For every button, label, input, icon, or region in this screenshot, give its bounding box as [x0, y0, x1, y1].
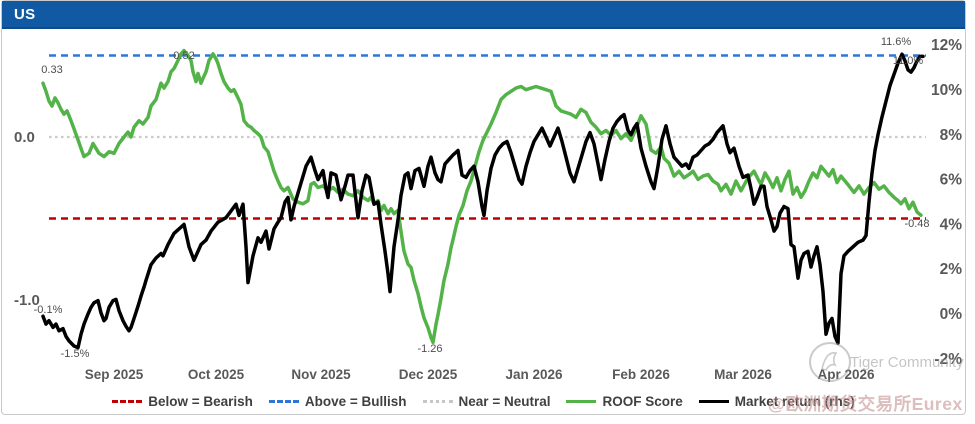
right-axis-tick-label: 2%	[940, 261, 963, 278]
eurex-watermark: @欧洲期货交易所Eurex	[768, 394, 963, 414]
data-point-annotation: 0.52	[173, 50, 194, 62]
legend-swatch-dot-gray	[422, 400, 453, 403]
right-axis-tick-label: 12%	[931, 37, 962, 54]
x-axis-tick-label: Feb 2026	[612, 367, 670, 382]
legend-label: Above = Bullish	[304, 394, 407, 409]
legend-item-line-black: Market return (rhs)	[698, 394, 855, 409]
legend-label: Below = Bearish	[148, 394, 253, 409]
data-point-annotation: -1.26	[417, 343, 442, 355]
chart-area: US 0.0 -1.0 12% 10% 8% 6% 4% 2% 0% -2% Sep 2025 Oct…	[1, 0, 966, 415]
legend-item-line-green: ROOF Score	[566, 394, 683, 409]
data-point-annotation: 11.0%	[893, 55, 924, 67]
tiger-community-label: Tiger Community	[850, 353, 964, 371]
legend-item-dash-red: Below = Bearish	[112, 394, 253, 409]
right-axis-tick-label: 0%	[940, 306, 963, 323]
legend-swatch-line-green	[566, 400, 597, 403]
legend-swatch-dash-red	[112, 400, 143, 403]
panel-title: US	[14, 5, 36, 23]
right-axis-tick-label: 4%	[940, 216, 963, 233]
x-axis-tick-label: Nov 2025	[291, 367, 351, 382]
data-point-annotation: -1.5%	[61, 348, 90, 360]
left-axis-tick-label: -1.0	[14, 292, 40, 309]
legend-item-dot-gray: Near = Neutral	[422, 394, 551, 409]
legend-swatch-line-black	[698, 400, 729, 403]
legend-item-dash-blue: Above = Bullish	[268, 394, 407, 409]
panel-header: US	[2, 1, 965, 29]
tiger-logo-icon	[809, 342, 851, 382]
data-point-annotation: 11.6%	[881, 36, 912, 48]
x-axis-tick-label: Jan 2026	[505, 367, 563, 382]
x-axis-tick-label: Sep 2025	[85, 367, 144, 382]
x-axis-tick-label: Mar 2026	[714, 367, 772, 382]
data-point-annotation: 0.33	[41, 64, 62, 76]
legend-swatch-dash-blue	[268, 400, 299, 403]
left-axis-tick-label: 0.0	[14, 129, 35, 146]
x-axis-tick-label: Oct 2025	[188, 367, 245, 382]
x-axis-tick-label: Dec 2025	[399, 367, 458, 382]
data-point-annotation: -0.1%	[34, 304, 63, 316]
data-point-annotation: -0.48	[904, 218, 929, 230]
right-axis-tick-label: 6%	[940, 172, 963, 189]
legend-label: Near = Neutral	[458, 394, 551, 409]
right-axis-tick-label: 8%	[940, 127, 963, 144]
roof-score-line	[41, 48, 923, 345]
legend-label: Market return (rhs)	[734, 394, 855, 409]
tiger-community-watermark: Tiger Community	[806, 339, 964, 385]
chart-legend: Below = Bearish Above = Bullish Near = Neu…	[2, 394, 965, 409]
right-axis-tick-label: 10%	[931, 82, 962, 99]
legend-label: ROOF Score	[602, 394, 683, 409]
market-return-line	[41, 52, 925, 350]
